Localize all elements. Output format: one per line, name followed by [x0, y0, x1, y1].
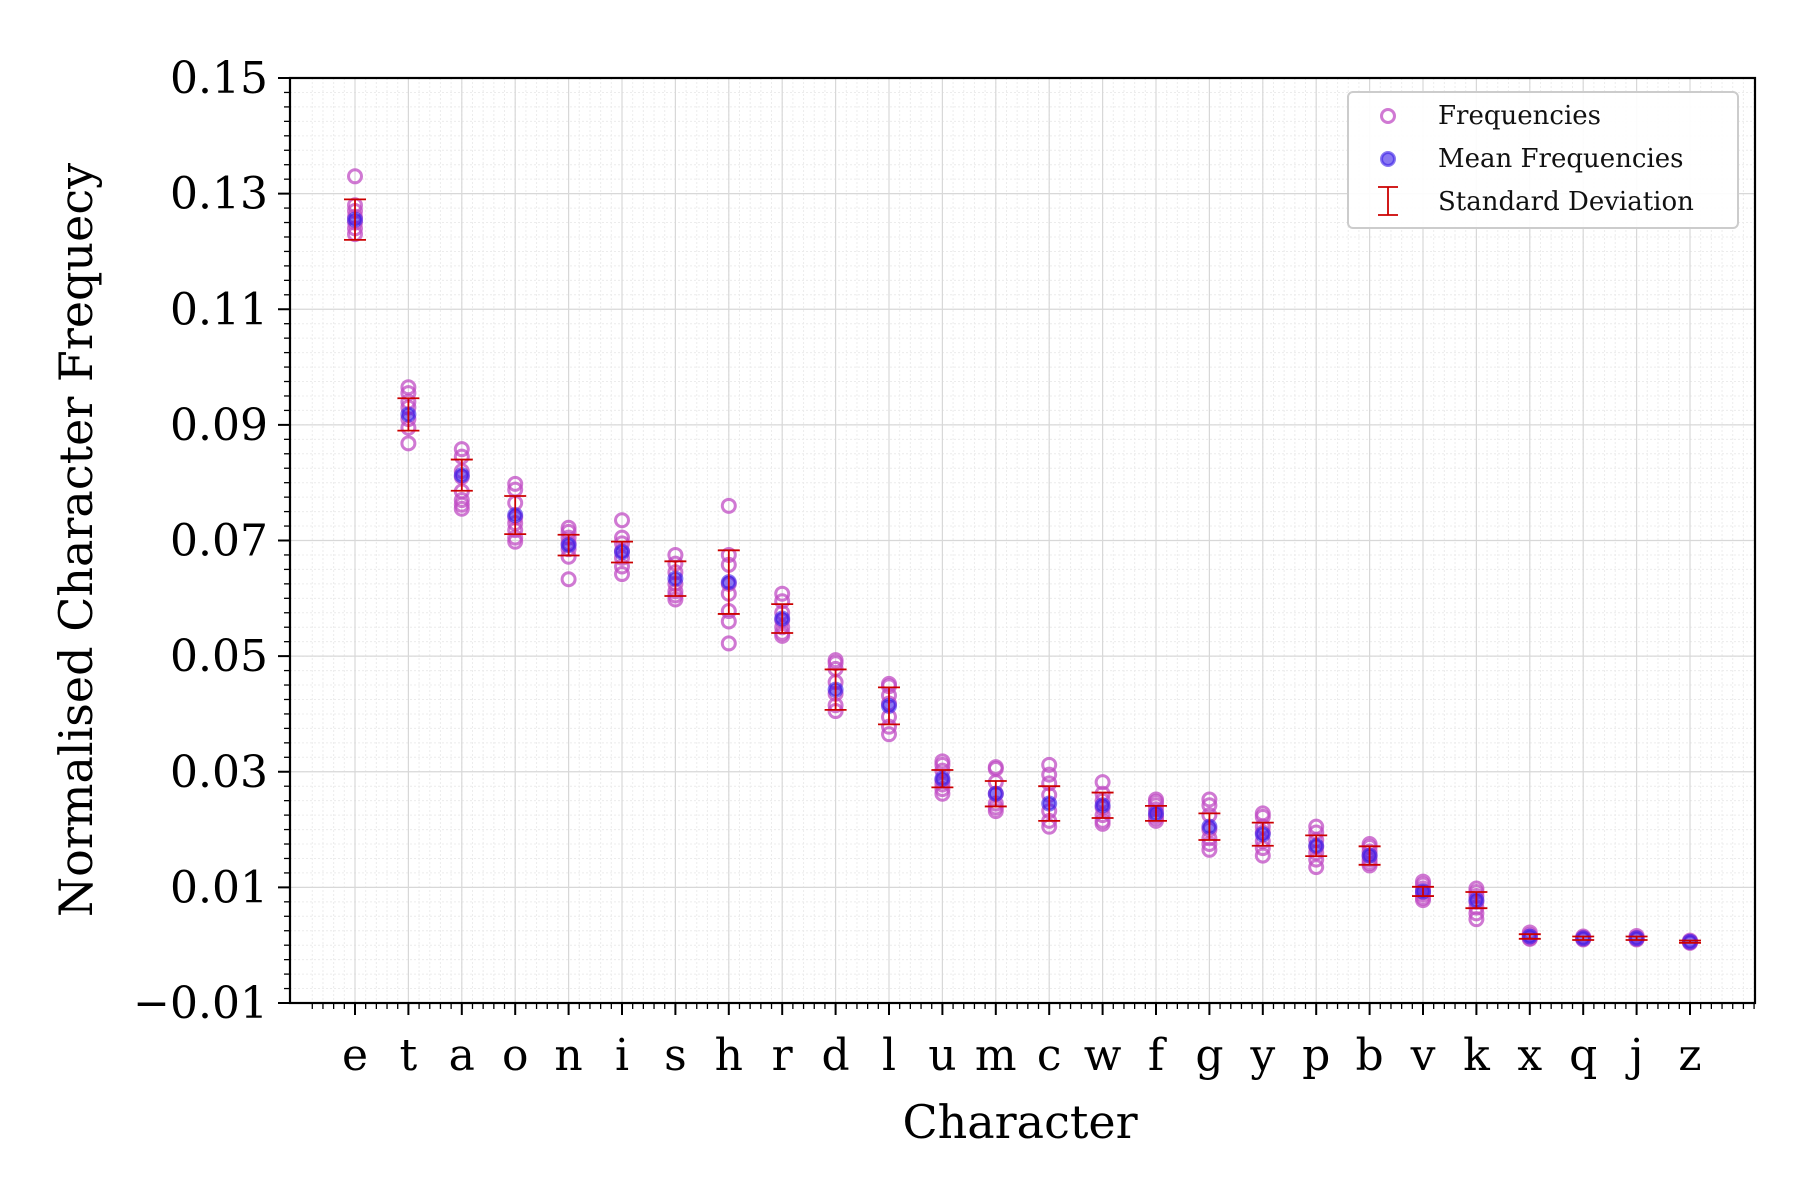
x-tick-label: c: [1037, 1030, 1062, 1081]
frequency-point: [720, 635, 737, 652]
y-tick-label: 0.07: [170, 516, 268, 567]
frequency-point: [1308, 859, 1325, 876]
legend: Frequencies Mean Frequencies Standard De…: [1347, 91, 1739, 229]
x-tick-label: l: [882, 1030, 896, 1081]
std-errorbar: [1518, 933, 1541, 940]
std-errorbar: [664, 560, 687, 597]
frequency-point: [560, 571, 577, 588]
std-errorbar: [1412, 885, 1434, 897]
frequency-point: [453, 500, 470, 517]
x-tick-label: t: [400, 1030, 418, 1081]
frequency-point: [1201, 791, 1218, 808]
frequency-point: [347, 168, 363, 185]
x-tick-label: a: [449, 1030, 475, 1081]
x-tick-label: o: [502, 1030, 529, 1081]
y-axis-title: Normalised Character Frequecy: [49, 163, 103, 917]
std-errorbar: [1251, 821, 1274, 847]
std-errorbar: [1572, 935, 1595, 941]
frequency-point: [1201, 841, 1218, 858]
frequency-point: [453, 441, 470, 458]
y-tick-label: −0.01: [133, 978, 268, 1029]
axis-ticks: −0.01 0.01 0.03 0.05 0.07 0.09 0.11 0.13 0.15 e t a…: [133, 53, 1755, 1081]
x-tick-label: k: [1463, 1030, 1490, 1081]
std-errorbar: [717, 549, 740, 615]
x-tick-label: d: [822, 1030, 850, 1081]
legend-frequencies-label: Frequencies: [1438, 101, 1601, 131]
std-errorbar: [878, 686, 900, 726]
frequency-point: [614, 566, 630, 583]
x-tick-label: w: [1084, 1030, 1122, 1081]
x-tick-label: p: [1302, 1030, 1330, 1081]
frequency-point: [720, 613, 737, 630]
y-tick-label: 0.15: [170, 53, 268, 104]
x-tick-label: q: [1569, 1030, 1597, 1081]
std-errorbar: [824, 668, 847, 711]
frequency-point: [400, 435, 417, 452]
std-errorbar: [450, 458, 473, 492]
std-errorbar: [397, 397, 420, 432]
grid: [290, 77, 1755, 1004]
plot-series: [344, 168, 1701, 951]
x-tick-label: b: [1356, 1030, 1384, 1081]
frequency-point: [1468, 911, 1485, 928]
std-errorbar: [1145, 804, 1167, 822]
std-errorbar: [1679, 939, 1701, 944]
frequency-point: [507, 533, 524, 550]
y-tick-label: 0.03: [170, 747, 268, 798]
y-tick-label: 0.13: [170, 169, 268, 220]
y-tick-label: 0.01: [170, 862, 268, 913]
legend-std-label: Standard Deviation: [1438, 187, 1694, 217]
frequency-point: [614, 512, 630, 529]
x-tick-label: s: [664, 1030, 687, 1081]
frequency-point: [1201, 797, 1218, 814]
legend-mean-marker: [1380, 151, 1396, 167]
x-tick-label: z: [1678, 1030, 1701, 1081]
std-errorbar: [557, 533, 580, 557]
x-tick-label: i: [615, 1030, 629, 1081]
frequency-point: [1041, 756, 1058, 773]
std-errorbar: [984, 780, 1007, 808]
x-tick-label: u: [928, 1030, 956, 1081]
x-tick-label: y: [1249, 1030, 1275, 1081]
x-axis-title: Character: [902, 1095, 1137, 1149]
y-tick-label: 0.05: [170, 631, 268, 682]
std-errorbar: [1038, 785, 1061, 822]
std-errorbar: [1465, 891, 1488, 910]
frequency-point: [1254, 847, 1271, 864]
x-tick-label: n: [554, 1030, 582, 1081]
x-tick-label: j: [1625, 1030, 1644, 1081]
x-tick-label: v: [1410, 1030, 1436, 1081]
std-errorbar: [504, 495, 527, 536]
frequency-point: [1041, 766, 1058, 783]
std-errorbar: [1625, 935, 1648, 941]
x-tick-label: r: [772, 1030, 794, 1081]
std-errorbar: [1358, 845, 1381, 866]
y-tick-label: 0.11: [170, 284, 268, 335]
x-tick-label: g: [1195, 1030, 1223, 1081]
x-tick-label: h: [715, 1030, 743, 1081]
frequency-point: [720, 497, 737, 514]
x-tick-label: e: [342, 1030, 368, 1081]
frequency-point: [881, 726, 897, 743]
std-errorbar: [1091, 791, 1114, 819]
x-tick-label: x: [1517, 1030, 1542, 1081]
legend-box: [1347, 91, 1739, 229]
x-tick-label: m: [975, 1030, 1017, 1081]
legend-frequencies-marker: [1380, 108, 1396, 124]
frequency-point: [774, 585, 791, 602]
std-errorbar: [1305, 834, 1328, 858]
std-errorbar: [344, 198, 366, 241]
legend-mean-label: Mean Frequencies: [1438, 144, 1684, 174]
frequency-point: [507, 475, 524, 492]
std-errorbar: [1198, 812, 1221, 841]
y-tick-label: 0.09: [170, 400, 268, 451]
x-tick-label: f: [1148, 1030, 1167, 1081]
std-errorbar: [931, 769, 954, 789]
std-errorbar: [771, 603, 794, 634]
legend-std-marker: [1378, 186, 1398, 216]
std-errorbar: [611, 540, 633, 564]
